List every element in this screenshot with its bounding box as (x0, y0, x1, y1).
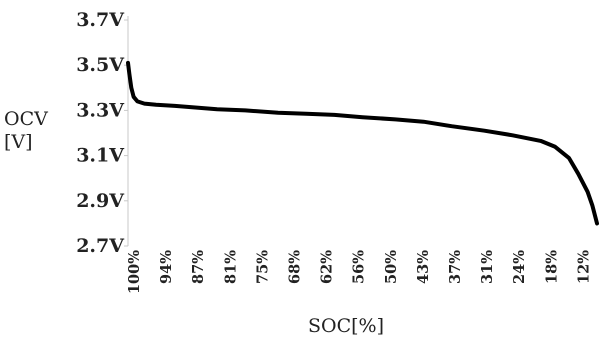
x-tick-label: 43% (415, 250, 432, 284)
x-tick-label: 37% (447, 250, 464, 284)
y-tick-label: 3.3V (76, 99, 125, 121)
y-tick-label: 3.1V (76, 145, 125, 167)
x-tick-label: 56% (351, 250, 368, 284)
y-tick-label: 3.5V (76, 54, 125, 76)
x-tick-label: 18% (543, 250, 560, 284)
x-tick-label: 87% (190, 250, 207, 284)
x-axis-title: SOC[%] (308, 315, 384, 337)
x-axis-ticks: 100% 94% 87% 81% 75% 68% 62% 56% 50% 43% 37% 31% 24%… (126, 250, 592, 294)
y-axis-title-line1: OCV (4, 108, 48, 130)
x-tick-label: 31% (479, 250, 496, 284)
series-line (126, 60, 599, 226)
y-axis-title-line2: [V] (4, 131, 33, 153)
y-tick-label: 2.7V (76, 235, 125, 257)
x-tick-label: 68% (287, 250, 304, 284)
y-axis-ticks: 3.7V 3.5V 3.3V 3.1V 2.9V 2.7V (76, 9, 128, 257)
x-tick-label: 81% (222, 250, 239, 284)
x-tick-label: 12% (575, 250, 592, 284)
y-tick-label: 3.7V (76, 9, 125, 31)
x-tick-label: 24% (511, 250, 528, 284)
y-tick-label: 2.9V (76, 190, 125, 212)
x-tick-label: 100% (126, 250, 143, 294)
x-tick-label: 50% (383, 250, 400, 284)
x-tick-label: 75% (254, 250, 271, 284)
x-tick-label: 94% (158, 250, 175, 284)
x-tick-label: 62% (319, 250, 336, 284)
